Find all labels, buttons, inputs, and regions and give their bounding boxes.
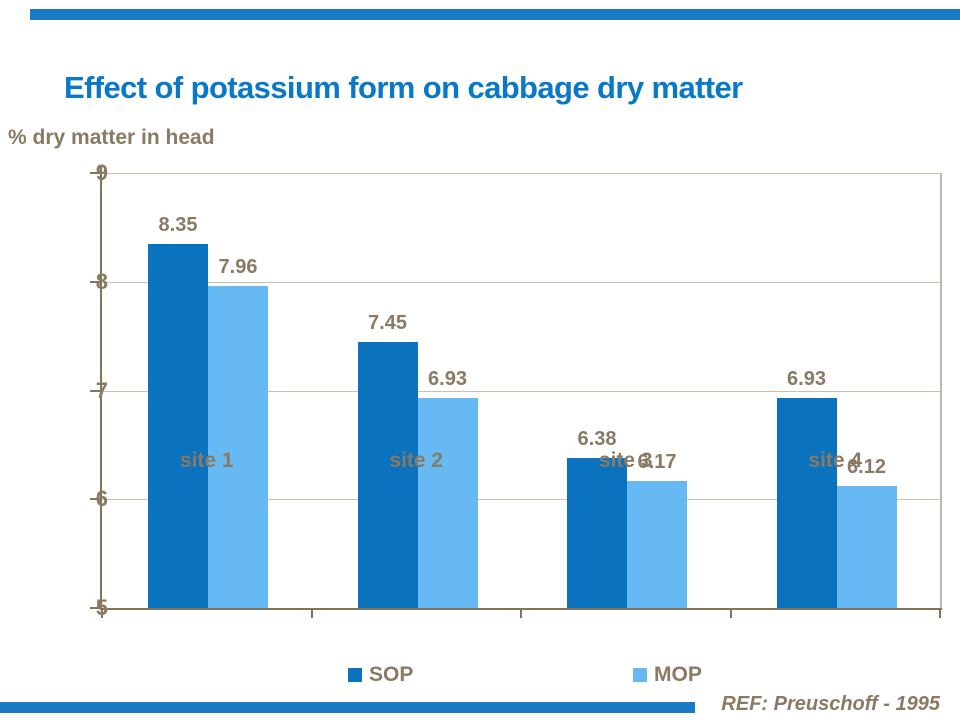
bar-sop-site-3 xyxy=(567,457,627,608)
chart-title: Effect of potassium form on cabbage dry … xyxy=(64,70,743,105)
value-label-mop-site-4: 6.12 xyxy=(847,456,886,479)
bottom-accent-bar xyxy=(0,702,695,713)
reference-note: REF: Preuschoff - 1995 xyxy=(721,693,940,715)
x-tick-1 xyxy=(310,610,313,618)
legend-swatch-sop xyxy=(348,668,362,682)
legend-item-sop: SOP xyxy=(348,662,413,688)
y-tick-label-8: 8 xyxy=(95,268,108,294)
bar-mop-site-3 xyxy=(627,480,687,608)
x-tick-4 xyxy=(939,610,941,618)
top-accent-bar xyxy=(30,9,960,20)
legend: SOP MOP xyxy=(0,662,960,688)
y-tick-label-9: 9 xyxy=(95,160,108,185)
bar-mop-site-2 xyxy=(417,398,478,608)
value-label-mop-site-1: 7.96 xyxy=(218,256,258,279)
y-tick-9 xyxy=(90,172,100,174)
value-label-sop-site-3: 6.38 xyxy=(577,427,617,450)
y-tick-label-7: 7 xyxy=(95,377,108,403)
plot-right-border xyxy=(940,173,942,608)
x-category-label-site-4: site 4 xyxy=(808,449,863,472)
legend-label-sop: SOP xyxy=(369,663,414,686)
value-label-mop-site-2: 6.93 xyxy=(428,368,467,391)
y-axis-line xyxy=(100,165,102,610)
y-tick-label-6: 6 xyxy=(95,486,108,512)
y-tick-7 xyxy=(90,389,100,392)
plot-area: 8.35 7.96 7.45 6.93 6.38 6.17 6.93 6.12 xyxy=(90,165,942,618)
x-tick-2 xyxy=(520,610,522,618)
bar-sop-site-4 xyxy=(776,398,837,608)
x-tick-0 xyxy=(101,610,103,618)
bar-sop-site-1 xyxy=(148,243,208,608)
y-tick-5 xyxy=(90,607,100,609)
value-label-mop-site-3: 6.17 xyxy=(637,450,677,473)
y-axis-title: % dry matter in head xyxy=(8,126,215,149)
x-axis-line xyxy=(100,608,942,610)
value-label-sop-site-4: 6.93 xyxy=(787,368,826,391)
x-category-label-site-3: site 3 xyxy=(598,449,653,472)
bar-mop-site-1 xyxy=(208,286,268,608)
x-category-label-site-2: site 2 xyxy=(389,449,444,472)
bar-sop-site-2 xyxy=(357,341,418,608)
x-tick-3 xyxy=(729,610,732,618)
y-tick-8 xyxy=(90,280,100,283)
gridline-6 xyxy=(102,499,940,501)
x-category-label-site-1: site 1 xyxy=(179,449,234,472)
y-tick-label-5: 5 xyxy=(95,595,108,620)
bar-mop-site-4 xyxy=(836,486,897,608)
gridline-8 xyxy=(102,281,940,283)
legend-item-mop: MOP xyxy=(633,662,702,688)
gridline-9 xyxy=(102,173,940,174)
value-label-sop-site-2: 7.45 xyxy=(368,311,407,334)
y-tick-6 xyxy=(90,498,100,501)
legend-swatch-mop xyxy=(633,668,647,682)
legend-label-mop: MOP xyxy=(654,663,702,686)
gridline-7 xyxy=(102,390,940,392)
value-label-sop-site-1: 8.35 xyxy=(158,213,198,236)
